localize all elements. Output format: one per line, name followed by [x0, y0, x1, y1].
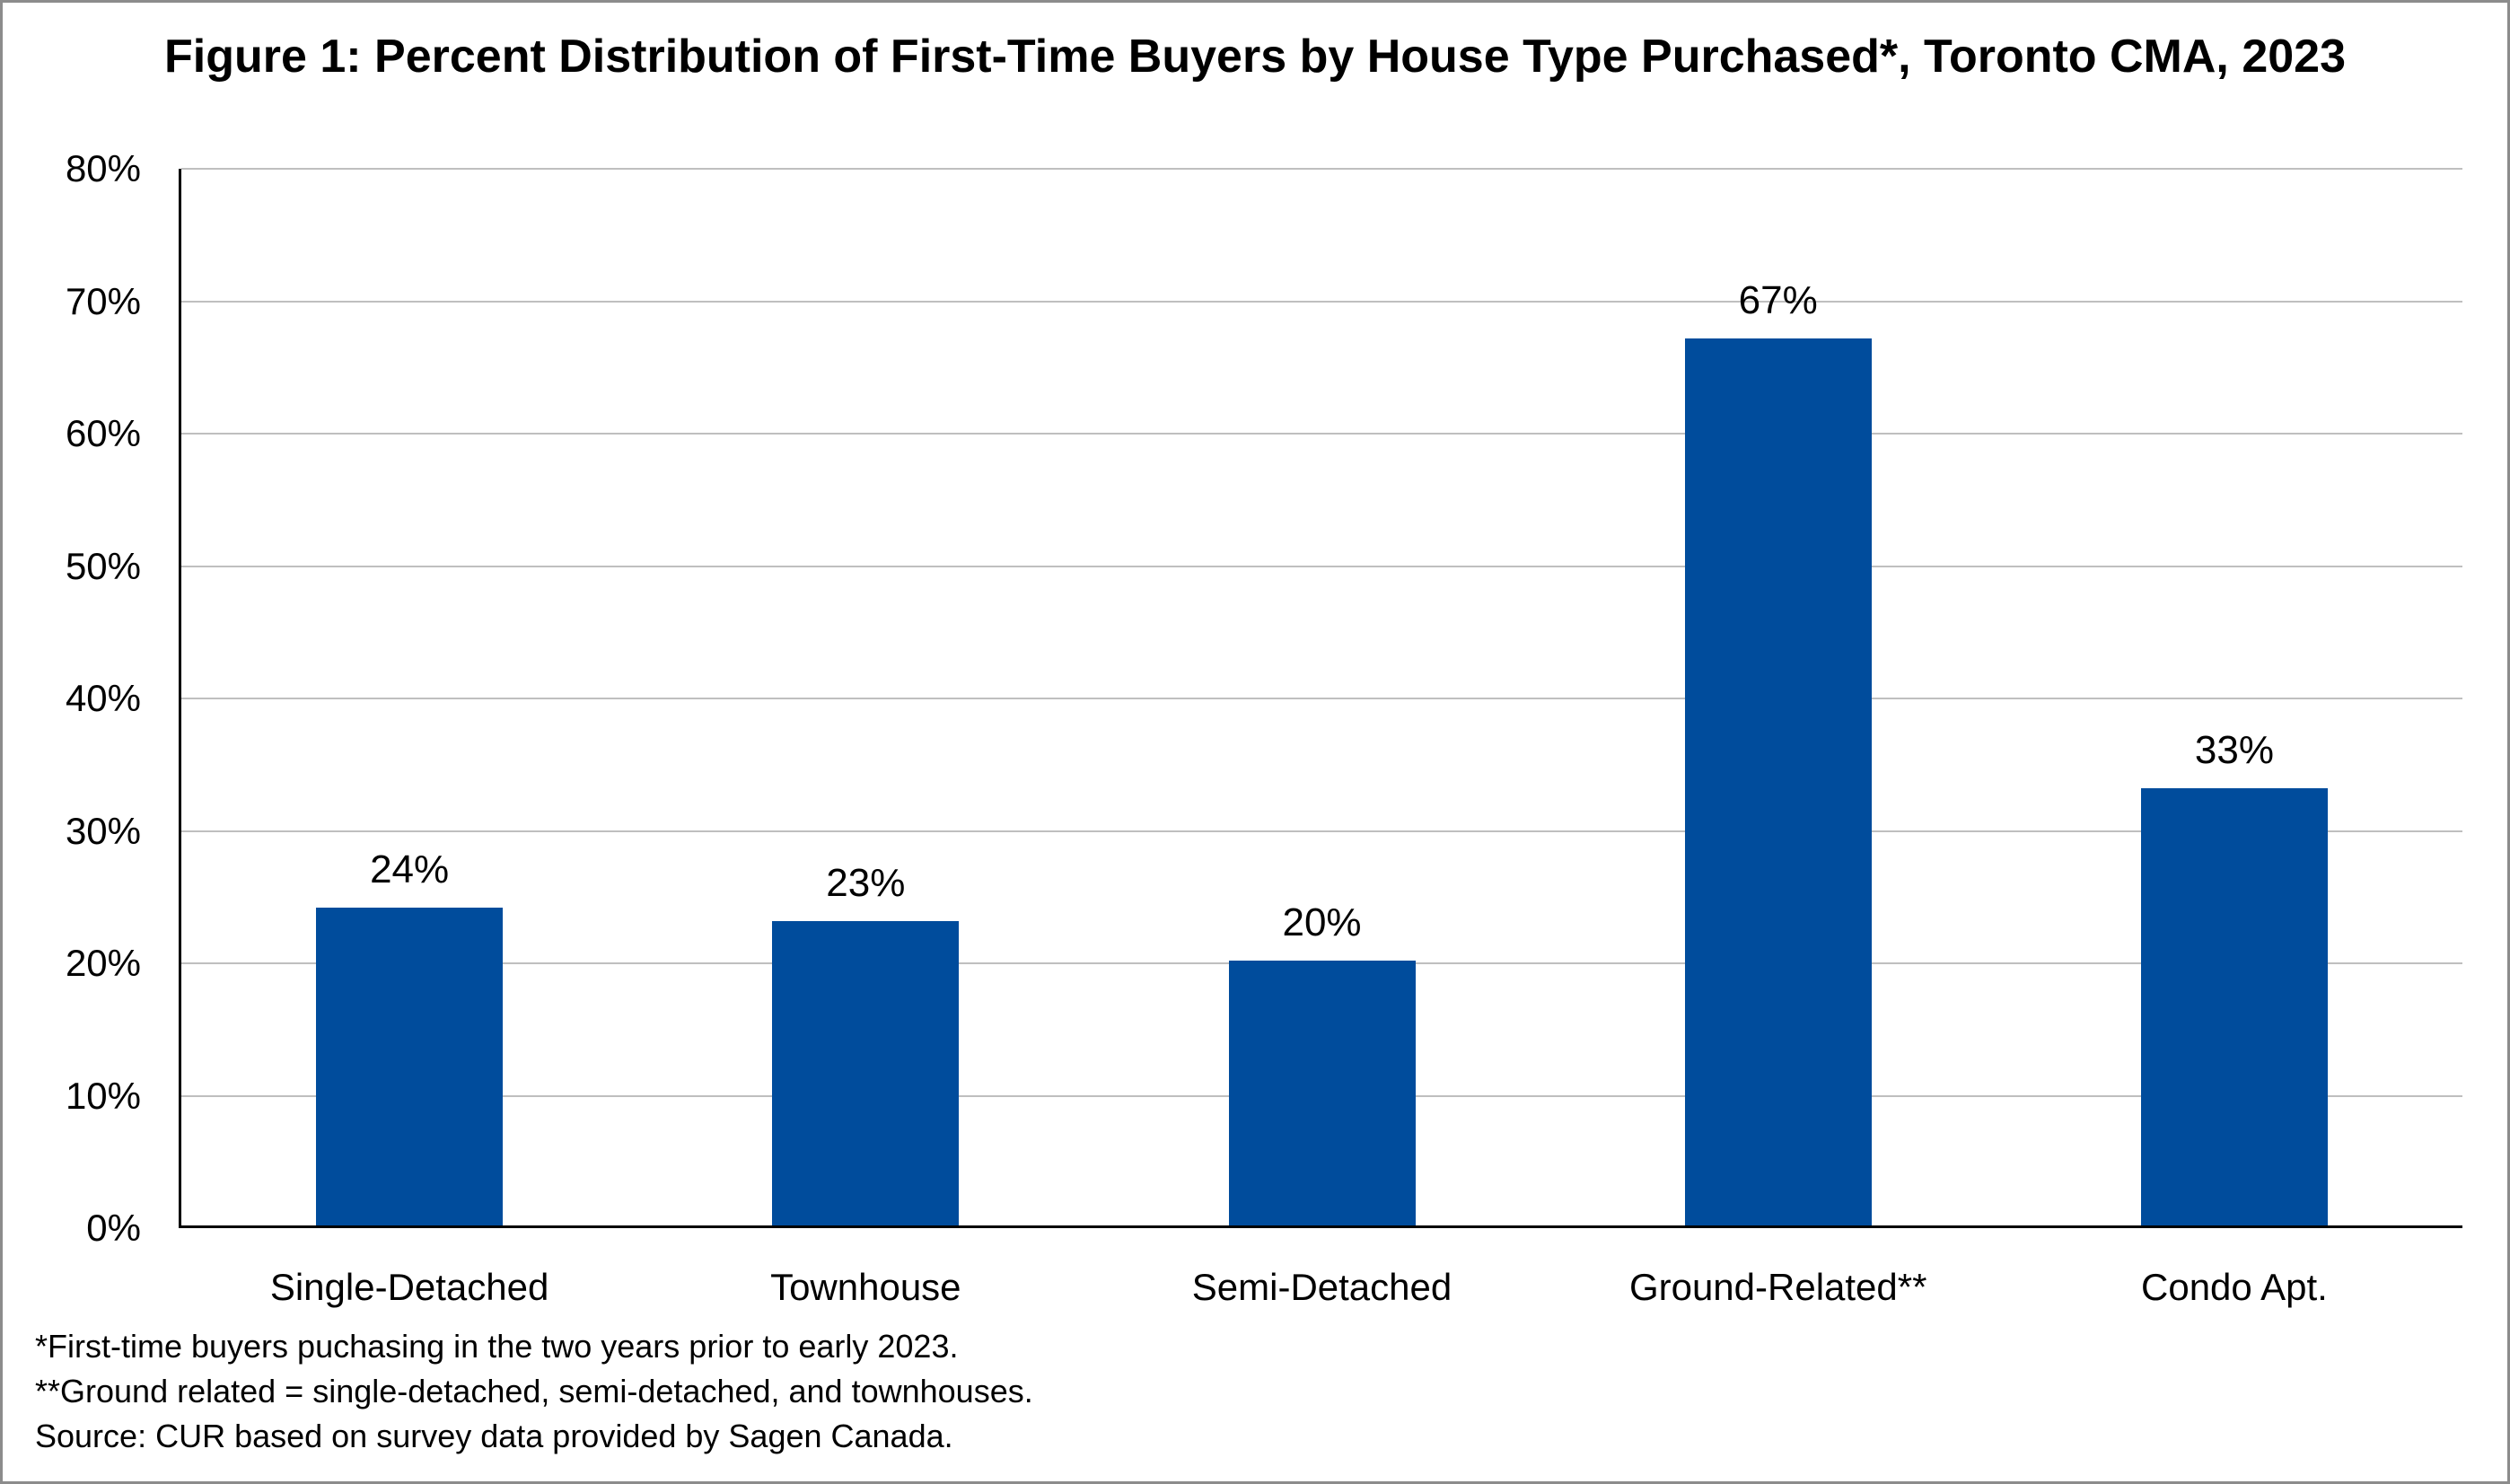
gridline-60	[181, 433, 2462, 435]
bar-value-label-3: 67%	[1738, 277, 1818, 322]
y-axis-tick-labels: 0% 10% 20% 30% 40% 50% 60% 70% 80%	[3, 147, 141, 1249]
y-tick-label-80pct: 80%	[65, 147, 141, 189]
gridline-40	[181, 698, 2462, 699]
chart-title: Figure 1: Percent Distribution of First-…	[163, 31, 2346, 83]
y-tick-label-30pct: 30%	[65, 809, 141, 852]
y-tick-label-20pct: 20%	[65, 942, 141, 984]
bar-value-label-0: 24%	[370, 847, 450, 891]
bar-condo-apt	[2140, 788, 2328, 1225]
gridline-80	[181, 168, 2462, 170]
bar-slot-4: 33%	[2006, 169, 2462, 1225]
y-tick-label-10pct: 10%	[65, 1074, 141, 1117]
y-tick-label-70pct: 70%	[65, 279, 141, 322]
x-tick-label-3: Ground-Related**	[1628, 1266, 1927, 1308]
bar-slot-1: 23%	[637, 169, 1093, 1225]
bar-slot-0: 24%	[181, 169, 637, 1225]
footnote-line-3: Source: CUR based on survey data provide…	[35, 1418, 953, 1454]
gridline-30	[181, 830, 2462, 832]
bar-series: 24% 23% 20% 67% 33%	[181, 169, 2462, 1225]
bar-value-label-4: 33%	[2194, 728, 2274, 773]
bar-slot-3: 67%	[1550, 169, 2006, 1225]
x-axis-tick-labels: Single-Detached Townhouse Semi-Detached Gro…	[181, 1264, 2462, 1311]
x-tick-label-2: Semi-Detached	[1191, 1266, 1452, 1308]
gridline-70	[181, 300, 2462, 303]
bar-townhouse	[772, 920, 960, 1225]
bar-single-detached	[316, 908, 504, 1225]
bar-semi-detached	[1228, 961, 1416, 1225]
x-tick-label-4: Condo Apt.	[2141, 1266, 2328, 1308]
plot-area: 24% 23% 20% 67% 33%	[179, 168, 2462, 1228]
bar-value-label-2: 20%	[1282, 900, 1362, 944]
y-tick-label-40pct: 40%	[65, 677, 141, 719]
x-tick-label-1: Townhouse	[770, 1266, 961, 1308]
y-tick-label-0pct: 0%	[86, 1207, 141, 1249]
bar-ground-related	[1684, 338, 1872, 1225]
footnote-line-1: *First-time buyers puchasing in the two …	[35, 1328, 959, 1365]
y-tick-label-60pct: 60%	[65, 412, 141, 454]
x-tick-label-0: Single-Detached	[269, 1266, 549, 1308]
gridline-50	[181, 565, 2462, 567]
footnote-line-2: **Ground related = single-detached, semi…	[35, 1373, 1033, 1409]
y-tick-label-50pct: 50%	[65, 544, 141, 587]
footnotes: *First-time buyers puchasing in the two …	[35, 1324, 1033, 1459]
bar-value-label-1: 23%	[826, 860, 906, 905]
bar-slot-2: 20%	[1093, 169, 1549, 1225]
